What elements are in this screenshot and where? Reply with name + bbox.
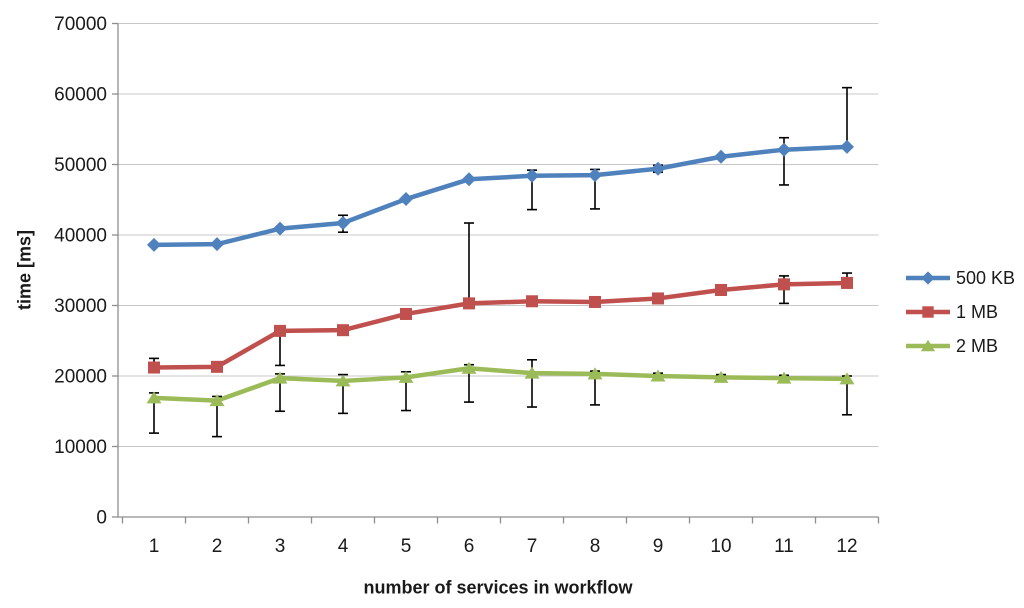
y-axis-title: time [ms] (14, 229, 35, 311)
x-tick-label: 8 (590, 536, 601, 557)
y-tick-label: 50000 (54, 155, 107, 176)
x-tick-label: 11 (774, 536, 794, 557)
series-markers-1-mb (148, 276, 853, 374)
gridlines (118, 23, 879, 447)
x-tick-label: 10 (710, 536, 731, 557)
legend-line-square-icon (906, 306, 950, 318)
x-axis-title: number of services in workflow (363, 577, 633, 598)
series-line-500-kb (151, 144, 850, 248)
y-tick-label: 30000 (54, 296, 107, 317)
x-tick-labels: 1 2 3 4 5 6 7 8 9 10 11 12 (149, 536, 858, 557)
y-tick-label: 60000 (54, 85, 107, 106)
legend-item-2-mb: 2 MB (905, 334, 1015, 358)
x-tick-label: 7 (527, 536, 538, 557)
legend-line-diamond-icon (906, 271, 950, 285)
y-tick-label: 20000 (54, 367, 107, 388)
legend: 500 KB 1 MB 2 MB (905, 266, 1015, 368)
series-line-2-mb (151, 365, 850, 403)
y-tick-label: 10000 (54, 437, 107, 458)
legend-label: 2 MB (956, 335, 999, 356)
series-line-1-mb (151, 280, 850, 370)
series-markers-2-mb (146, 361, 855, 407)
legend-label: 500 KB (956, 267, 1016, 288)
y-tick-label: 0 (96, 508, 107, 529)
y-tick-labels: 0 10000 20000 30000 40000 50000 60000 70000 (54, 14, 107, 529)
x-tick-label: 2 (212, 536, 223, 557)
legend-item-500-kb: 500 KB (905, 266, 1015, 290)
x-tick-label: 1 (149, 536, 160, 557)
legend-line-triangle-icon (906, 339, 950, 352)
x-tick-label: 5 (401, 536, 412, 557)
legend-item-1-mb: 1 MB (905, 300, 1015, 324)
axes (112, 22, 880, 524)
x-tick-label: 6 (464, 536, 475, 557)
x-tick-label: 12 (836, 536, 857, 557)
series-markers-500-kb (147, 139, 854, 252)
y-tick-label: 70000 (54, 14, 107, 35)
error-bars-500-kb (338, 86, 852, 233)
y-tick-label: 40000 (54, 226, 107, 247)
x-tick-label: 4 (338, 536, 349, 557)
x-tick-label: 9 (653, 536, 664, 557)
legend-label: 1 MB (956, 301, 999, 322)
x-tick-label: 3 (275, 536, 286, 557)
